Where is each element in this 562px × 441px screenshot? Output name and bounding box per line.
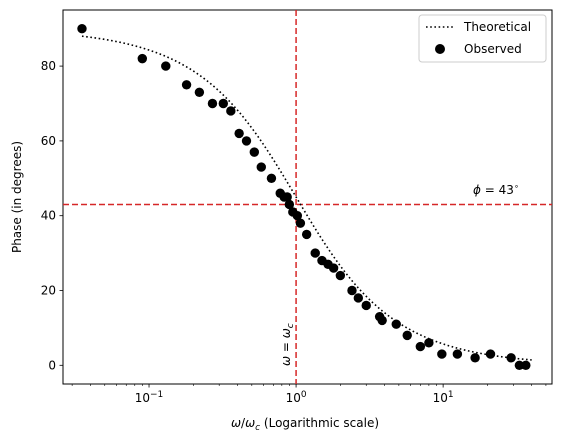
y-tick-label: 60 (41, 134, 56, 148)
observed-point (470, 353, 480, 363)
observed-point (284, 199, 295, 210)
observed-point (377, 315, 387, 326)
theoretical-curve (81, 35, 532, 361)
legend-observed-label: Observed (464, 42, 522, 56)
omega-annotation: ω = ωc (279, 323, 296, 366)
observed-point (241, 136, 252, 146)
y-axis-ticks: 0 20 40 60 80 (41, 59, 63, 372)
observed-point (161, 61, 171, 71)
y-axis-label: Phase (in degrees) (10, 141, 24, 253)
observed-point (218, 98, 229, 109)
observed-point (424, 338, 434, 348)
x-tick-label: 10−1 (135, 390, 164, 405)
observed-point (226, 106, 236, 116)
observed-point (295, 218, 306, 228)
legend-box (418, 14, 547, 63)
legend: Theoretical Observed (418, 14, 547, 63)
observed-points (77, 24, 531, 370)
observed-point (282, 192, 292, 202)
observed-point (137, 53, 147, 64)
observed-point (310, 248, 320, 258)
observed-point (402, 330, 412, 341)
observed-point (437, 349, 447, 359)
legend-observed-swatch (435, 44, 445, 54)
observed-point (292, 211, 303, 221)
legend-theoretical-label: Theoretical (463, 20, 531, 34)
observed-point (328, 263, 339, 273)
x-axis-ticks: 10−1 100 101 (71, 384, 547, 405)
reference-lines (63, 10, 552, 384)
y-tick-label: 80 (41, 59, 56, 73)
observed-point (181, 80, 192, 90)
observed-point (77, 24, 87, 34)
observed-point (521, 360, 531, 370)
observed-point (335, 270, 346, 281)
y-tick-label: 20 (41, 284, 56, 298)
x-axis-label: ω/ωc (Logarithmic scale) (231, 416, 379, 433)
observed-point (301, 229, 312, 240)
observed-point (249, 147, 260, 157)
plot-area (62, 9, 553, 385)
phi-annotation: ϕ = 43∘ (473, 182, 519, 197)
x-tick-label: 100 (286, 390, 307, 405)
observed-point (256, 162, 266, 172)
plot-frame (62, 9, 553, 385)
observed-point (266, 173, 277, 183)
observed-point (452, 349, 463, 359)
y-tick-label: 0 (48, 358, 56, 372)
observed-point (353, 293, 364, 303)
observed-point (506, 353, 516, 363)
x-tick-label: 101 (433, 390, 454, 405)
observed-point (194, 87, 205, 97)
observed-point (361, 300, 371, 311)
observed-point (514, 360, 525, 370)
observed-point (415, 341, 426, 352)
observed-point (347, 285, 357, 296)
observed-point (207, 98, 218, 109)
observed-point (234, 128, 244, 139)
observed-point (485, 349, 496, 359)
observed-point (391, 319, 401, 329)
y-tick-label: 40 (41, 209, 56, 223)
